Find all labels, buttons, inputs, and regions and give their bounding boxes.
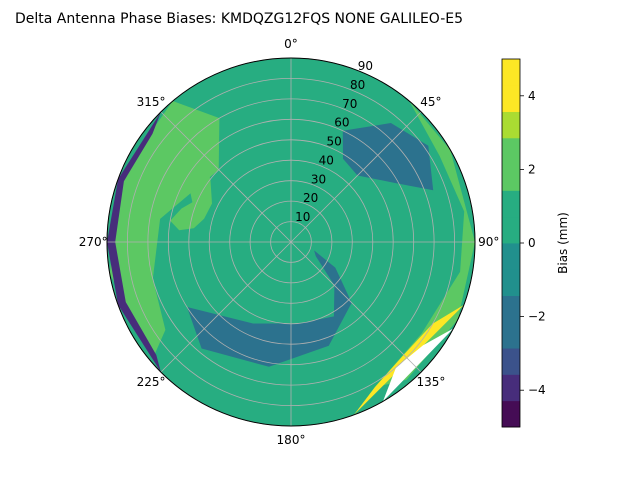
polar-frame xyxy=(106,57,476,427)
colorbar-band xyxy=(502,348,520,375)
radial-tick-label: 70 xyxy=(342,97,357,111)
angular-gridline xyxy=(160,241,292,373)
colorbar-band xyxy=(502,137,520,165)
colorbar-band xyxy=(502,164,520,191)
angle-tick-labels: 0° 45° 90° 135° 180° 225° 270° 315° xyxy=(79,37,500,447)
colorbar-band xyxy=(502,111,520,139)
contour-region-8 xyxy=(107,111,161,373)
colorbar-band xyxy=(502,216,520,244)
contour-region-5 xyxy=(187,250,352,367)
colorbar-tick-label: 2 xyxy=(528,162,536,176)
colorbar-band xyxy=(502,295,520,323)
colorbar-tick-label: −2 xyxy=(528,310,546,324)
angular-gridline xyxy=(290,241,422,373)
colorbar-tick-label: 0 xyxy=(528,236,536,250)
angle-tick-label: 225° xyxy=(137,375,166,389)
colorbar-band xyxy=(502,269,520,296)
angular-gridline xyxy=(290,111,422,243)
colorbar-band xyxy=(502,243,520,270)
colorbar-band xyxy=(502,321,520,349)
chart-title: Delta Antenna Phase Biases: KMDQZG12FQS … xyxy=(15,11,463,27)
radial-tick-label: 40 xyxy=(319,153,334,167)
angle-tick-label: 90° xyxy=(478,235,499,249)
colorbar: −4 −2 0 2 4 Bias (mm) xyxy=(501,58,570,428)
angle-tick-label: 315° xyxy=(137,95,166,109)
polar-grid xyxy=(106,57,476,427)
contour-region-3 xyxy=(109,101,220,358)
colorbar-band xyxy=(502,190,520,218)
radial-tick-label: 60 xyxy=(334,116,349,130)
angle-tick-label: 135° xyxy=(416,375,445,389)
colorbar-band xyxy=(502,400,520,428)
radial-tick-label: 80 xyxy=(350,78,365,92)
radial-tick-label: 30 xyxy=(311,172,326,186)
colorbar-label: Bias (mm) xyxy=(556,212,570,274)
radial-tick-label: 20 xyxy=(303,191,318,205)
radial-tick-labels: 10 20 30 40 50 60 70 80 90 xyxy=(295,59,373,224)
radial-tick-label: 50 xyxy=(326,135,341,149)
angle-tick-label: 180° xyxy=(277,433,306,447)
colorbar-band xyxy=(502,59,520,86)
colorbar-tick-label: 4 xyxy=(528,89,536,103)
no-data-region xyxy=(383,328,454,402)
colorbar-band xyxy=(502,85,520,112)
colorbar-band xyxy=(502,374,520,402)
colorbar-tick-label: −4 xyxy=(528,383,546,397)
contour-region-4 xyxy=(342,123,434,191)
angle-tick-label: 270° xyxy=(79,235,108,249)
angular-gridline xyxy=(160,111,292,243)
radial-tick-label: 90 xyxy=(358,59,373,73)
radial-tick-label: 10 xyxy=(295,210,310,224)
angle-tick-label: 45° xyxy=(420,95,441,109)
angle-tick-label: 0° xyxy=(284,37,298,51)
